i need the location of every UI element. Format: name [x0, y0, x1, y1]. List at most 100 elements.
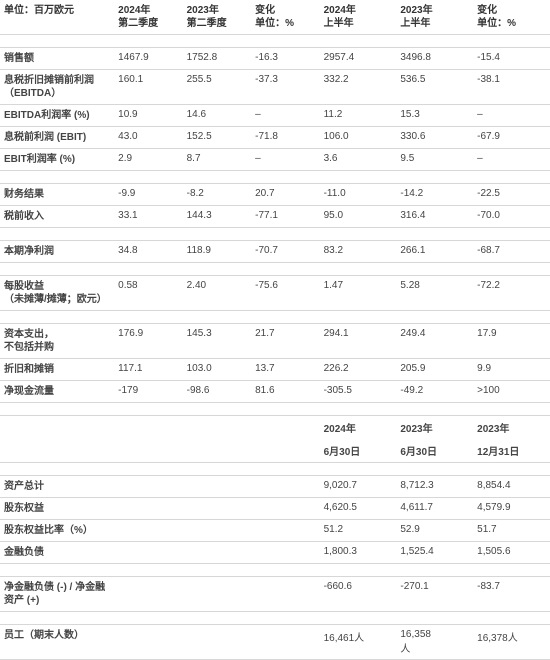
cell: -67.9: [473, 127, 550, 149]
cell: 2.9: [114, 149, 182, 171]
cell: 83.2: [320, 241, 397, 263]
section-gap: [0, 564, 550, 577]
header-col5-l2: 上半年: [396, 17, 473, 35]
header-col1-l2: 第二季度: [114, 17, 182, 35]
table-row: EBIT利润率 (%)2.98.7–3.69.5–: [0, 149, 550, 171]
cell: [114, 625, 182, 660]
cell: 9.5: [396, 149, 473, 171]
cell: –: [251, 149, 319, 171]
cell: 8,712.3: [396, 476, 473, 498]
cell: [183, 476, 251, 498]
cell: 1.47: [320, 276, 397, 311]
cell: 16,461人: [320, 625, 397, 660]
row-label: 息税前利润 (EBIT): [0, 127, 114, 149]
cell: 117.1: [114, 359, 182, 381]
cell: 20.7: [251, 184, 319, 206]
cell: 144.3: [183, 206, 251, 228]
cell: 103.0: [183, 359, 251, 381]
header-col2-l1: 2023年: [183, 0, 251, 17]
cell: 11.2: [320, 105, 397, 127]
header-col3-l2: 单位：%: [251, 17, 319, 35]
table-row: 折旧和摊销117.1103.013.7226.2205.99.9: [0, 359, 550, 381]
cell: 0.58: [114, 276, 182, 311]
header-unit-label: 单位：百万欧元: [0, 0, 114, 17]
section-gap: [0, 612, 550, 625]
table-row: 财务结果-9.9-8.220.7-11.0-14.2-22.5: [0, 184, 550, 206]
cell: -22.5: [473, 184, 550, 206]
cell: 21.7: [251, 324, 319, 359]
cell: 14.6: [183, 105, 251, 127]
cell: –: [473, 105, 550, 127]
cell: 51.7: [473, 520, 550, 542]
header-col4-l1: 2024年: [320, 0, 397, 17]
cell: -38.1: [473, 70, 550, 105]
cell: 4,579.9: [473, 498, 550, 520]
cell: 9.9: [473, 359, 550, 381]
cell: -49.2: [396, 381, 473, 403]
row-label: 税前收入: [0, 206, 114, 228]
table-subheader: 2024年2023年2023年: [0, 416, 550, 440]
cell: 95.0: [320, 206, 397, 228]
subheader-cell: 2024年: [320, 416, 397, 440]
row-label: 资本支出，不包括并购: [0, 324, 114, 359]
cell: 1752.8: [183, 48, 251, 70]
cell: 16,358人: [396, 625, 473, 660]
row-label: 财务结果: [0, 184, 114, 206]
header-col1-l1: 2024年: [114, 0, 182, 17]
header-col6-l2: 单位：%: [473, 17, 550, 35]
cell: -83.7: [473, 577, 550, 612]
cell: -270.1: [396, 577, 473, 612]
row-label: EBIT利润率 (%): [0, 149, 114, 171]
cell: -75.6: [251, 276, 319, 311]
row-label: 员工（期末人数）: [0, 625, 114, 660]
table-body: 销售额1467.91752.8-16.32957.43496.8-15.4息税折…: [0, 35, 550, 660]
cell: 294.1: [320, 324, 397, 359]
header-col5-l1: 2023年: [396, 0, 473, 17]
subheader-cell: 2023年: [473, 416, 550, 440]
cell: 536.5: [396, 70, 473, 105]
cell: -305.5: [320, 381, 397, 403]
cell: -15.4: [473, 48, 550, 70]
cell: [114, 498, 182, 520]
cell: [114, 520, 182, 542]
cell: 52.9: [396, 520, 473, 542]
table-row: 资本支出，不包括并购176.9145.321.7294.1249.417.9: [0, 324, 550, 359]
table-subheader: 6月30日6月30日12月31日: [0, 439, 550, 463]
cell: 266.1: [396, 241, 473, 263]
table-row: EBITDA利润率 (%)10.914.6–11.215.3–: [0, 105, 550, 127]
cell: -68.7: [473, 241, 550, 263]
cell: 1,800.3: [320, 542, 397, 564]
cell: 249.4: [396, 324, 473, 359]
header-col3-l1: 变化: [251, 0, 319, 17]
table-row: 销售额1467.91752.8-16.32957.43496.8-15.4: [0, 48, 550, 70]
section-gap: [0, 171, 550, 184]
row-label: 金融负债: [0, 542, 114, 564]
subheader-cell: 12月31日: [473, 439, 550, 463]
cell: 16,378人: [473, 625, 550, 660]
cell: 145.3: [183, 324, 251, 359]
cell: [251, 577, 319, 612]
cell: 316.4: [396, 206, 473, 228]
table-row: 员工（期末人数） 16,461人16,358人16,378人: [0, 625, 550, 660]
cell: 255.5: [183, 70, 251, 105]
cell: 1,505.6: [473, 542, 550, 564]
cell: 10.9: [114, 105, 182, 127]
table-row: 股东权益4,620.54,611.74,579.9: [0, 498, 550, 520]
cell: -16.3: [251, 48, 319, 70]
cell: 4,620.5: [320, 498, 397, 520]
cell: [183, 577, 251, 612]
subheader-cell: 6月30日: [396, 439, 473, 463]
cell: 8,854.4: [473, 476, 550, 498]
row-label: 股东权益比率（%）: [0, 520, 114, 542]
table-header-1: 单位：百万欧元 2024年 2023年 变化 2024年 2023年 变化 第二…: [0, 0, 550, 35]
cell: 13.7: [251, 359, 319, 381]
section-gap: [0, 228, 550, 241]
table-row: 每股收益（未摊薄/摊薄；欧元）0.582.40-75.61.475.28-72.…: [0, 276, 550, 311]
cell: >100: [473, 381, 550, 403]
table-row: 税前收入33.1144.3-77.195.0316.4-70.0: [0, 206, 550, 228]
cell: 226.2: [320, 359, 397, 381]
subheader-cell: 6月30日: [320, 439, 397, 463]
cell: [251, 476, 319, 498]
table-row: 净现金流量-179-98.681.6-305.5-49.2>100: [0, 381, 550, 403]
header-col2-l2: 第二季度: [183, 17, 251, 35]
